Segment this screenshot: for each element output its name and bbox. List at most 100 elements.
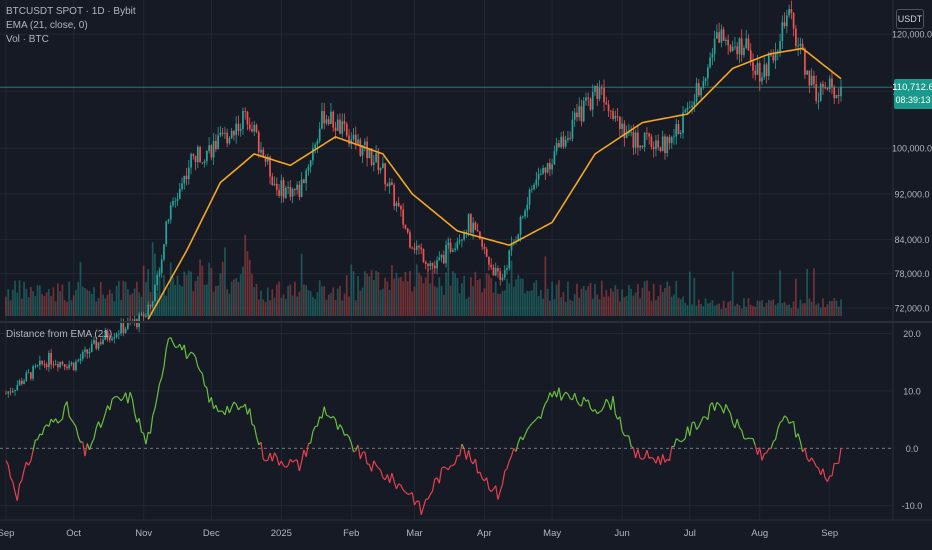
volume-bar: [88, 290, 91, 316]
candle-body: [79, 358, 82, 361]
distance-segment: [95, 421, 100, 429]
indicator-axis[interactable]: 20.0 10.0 0.0 -10.0: [902, 329, 923, 511]
volume-bar: [427, 268, 429, 316]
candle-body: [226, 132, 229, 144]
distance-segment: [565, 391, 569, 395]
distance-segment: [659, 454, 664, 465]
candle-body: [336, 119, 339, 131]
candle-body: [262, 149, 265, 157]
candle-body: [797, 45, 799, 47]
candle-body: [824, 87, 827, 89]
candle-body: [18, 380, 21, 386]
volume-bar: [99, 282, 102, 316]
candle-body: [454, 248, 456, 251]
distance-segment: [490, 488, 494, 492]
candle-body: [63, 364, 66, 368]
distance-segment: [662, 454, 666, 463]
indicator-title[interactable]: Distance from EMA (21): [6, 329, 113, 340]
distance-segment: [131, 398, 136, 414]
price-axis[interactable]: 120,000.0110,000.0100,000.092,000.084,00…: [892, 30, 932, 314]
candle-body: [813, 75, 815, 85]
volume-bar: [257, 299, 260, 316]
candle-body: [323, 111, 326, 124]
candle-body: [156, 274, 159, 286]
candle-body: [45, 364, 48, 368]
volume-bar: [616, 289, 619, 316]
candle-body: [517, 234, 520, 242]
volume-bar: [479, 278, 481, 316]
candle-body: [217, 135, 219, 150]
volume-bar: [718, 303, 720, 316]
candle-body: [9, 391, 12, 393]
distance-segment: [429, 490, 434, 495]
volume-bar: [517, 274, 520, 316]
distance-segment: [648, 456, 652, 459]
currency-button[interactable]: USDT: [896, 9, 924, 29]
distance-segment: [127, 392, 131, 404]
distance-segment: [265, 459, 268, 462]
candle-body: [413, 248, 416, 250]
distance-segment: [580, 396, 585, 407]
candle-body: [176, 198, 179, 201]
volume-bar: [424, 277, 427, 316]
volume-bar: [614, 285, 617, 316]
volume-bar: [203, 284, 206, 316]
volume-bar: [45, 292, 48, 316]
candle-body: [652, 146, 655, 150]
distance-segment: [28, 460, 32, 466]
volume-bar: [354, 300, 357, 316]
distance-segment: [111, 396, 115, 400]
volume-bar: [467, 296, 470, 316]
distance-segment: [716, 401, 720, 405]
candle-body: [578, 106, 581, 118]
volume-bar: [136, 281, 138, 316]
volume-bar: [41, 294, 43, 316]
volume-bar: [300, 253, 303, 316]
candle-body: [837, 94, 840, 97]
candle-body: [167, 219, 170, 222]
volume-bar: [605, 290, 608, 316]
candle-body: [526, 204, 529, 211]
volume-bar: [745, 306, 748, 316]
distance-line: [5, 336, 842, 515]
candle-body: [104, 331, 107, 340]
candle-body: [607, 104, 610, 111]
volume-bar: [336, 288, 339, 316]
distance-segment: [215, 404, 219, 412]
time-axis[interactable]: Sep Oct Nov Dec 2025 Feb Mar Apr May Jun Jul Aug Sep: [0, 528, 838, 539]
volume-bar: [127, 289, 129, 316]
candle-body: [102, 339, 104, 345]
volume-bar: [185, 274, 188, 316]
volume-bar: [684, 302, 687, 316]
candle-body: [673, 136, 675, 138]
candle-body: [70, 362, 73, 365]
candle-body: [675, 124, 678, 137]
distance-segment: [244, 404, 249, 415]
volume-bar: [72, 295, 75, 316]
distance-segment: [765, 448, 770, 454]
volume-bar: [316, 292, 319, 316]
distance-segment: [186, 354, 190, 360]
ema-legend[interactable]: EMA (21, close, 0): [6, 20, 88, 31]
candle-body: [770, 54, 772, 56]
candle-body: [368, 148, 371, 159]
candle-body: [321, 111, 323, 129]
indicator-tick-label: -10.0: [902, 501, 923, 511]
volume-bar: [330, 292, 332, 316]
volume-bar: [711, 300, 714, 316]
distance-segment: [386, 474, 391, 484]
candle-body: [289, 186, 292, 197]
volume-legend[interactable]: Vol · BTC: [6, 34, 49, 45]
distance-segment: [271, 452, 276, 462]
volume-bar: [102, 294, 104, 316]
distance-segment: [158, 377, 163, 385]
candle-body: [544, 167, 547, 173]
candle-body: [34, 365, 37, 367]
candle-body: [386, 184, 389, 187]
volume-bar: [248, 259, 251, 316]
candle-body: [686, 107, 689, 111]
volume-bar: [749, 304, 752, 316]
symbol-title[interactable]: BTCUSDT SPOT · 1D · Bybit: [6, 6, 136, 17]
price-tick-label: 72,000.0: [894, 303, 929, 313]
